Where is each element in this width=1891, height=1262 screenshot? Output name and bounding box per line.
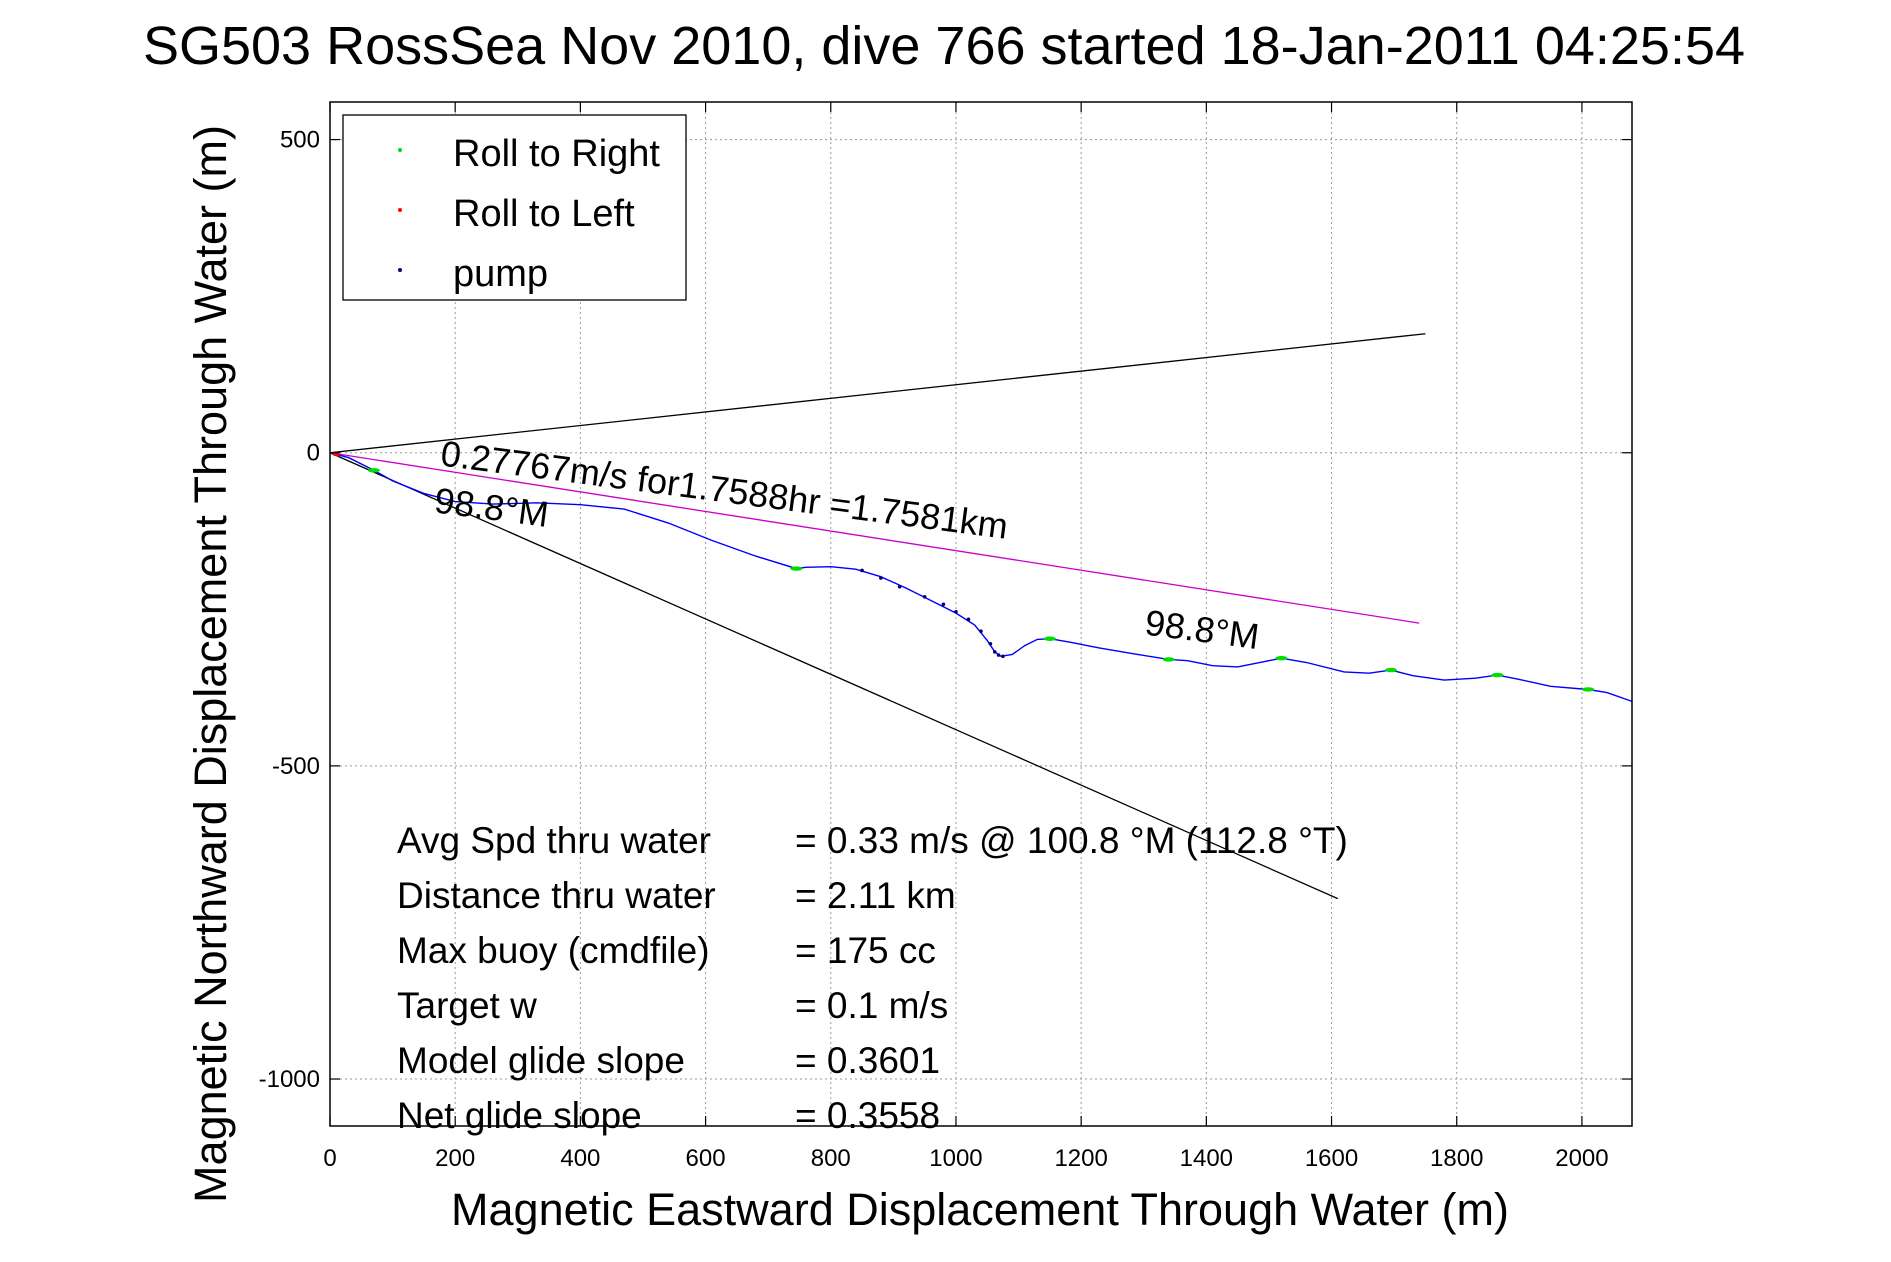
x-tick-label: 400 [560, 1145, 600, 1172]
pump-point [992, 650, 997, 654]
legend-marker [398, 208, 402, 212]
roll-right-point [1491, 672, 1504, 678]
pump-point [954, 610, 958, 614]
roll-right-point [1043, 636, 1056, 641]
heading-lower-line [329, 452, 1339, 900]
pump-point [897, 584, 902, 589]
stat-value: = 0.3558 [795, 1095, 940, 1136]
x-axis-label: Magnetic Eastward Displacement Through W… [451, 1184, 1509, 1235]
x-tick-label: 1000 [929, 1145, 982, 1172]
x-tick-label: 1600 [1305, 1145, 1358, 1172]
plot-frame [329, 101, 1633, 1127]
y-tick-label: -1000 [259, 1066, 320, 1093]
roll-left-point [335, 452, 340, 457]
stat-value: = 0.3601 [795, 1040, 940, 1081]
dive-statistics: Avg Spd thru water = 0.33 m/s @ 100.8 °M … [397, 820, 1348, 1136]
pump-point [941, 602, 946, 607]
stat-value: = 0.33 m/s @ 100.8 °M (112.8 °T) [795, 820, 1348, 861]
pump-point [1001, 654, 1005, 659]
reference-lines [329, 333, 1426, 900]
legend-label: pump [453, 253, 548, 295]
roll-right-point [1162, 657, 1175, 662]
y-axis-label: Magnetic Northward Displacement Through … [185, 125, 236, 1203]
roll-right-point [1582, 687, 1595, 692]
x-tick-label: 0 [323, 1145, 336, 1172]
x-tick-label: 2000 [1555, 1145, 1608, 1172]
plot-annotations: 0.27767m/s for1.7588hr =1.7581km98.8°M98… [432, 433, 1261, 658]
legend-marker [398, 268, 402, 272]
y-tick-label: 500 [280, 127, 320, 154]
pump-point [966, 617, 971, 622]
dive-track [329, 452, 1633, 703]
stat-label: Target w [397, 985, 537, 1026]
stat-value: = 2.11 km [795, 875, 956, 916]
net-displacement-line [329, 452, 1420, 624]
stat-value: = 175 cc [795, 930, 936, 971]
grid-lines [329, 102, 1632, 1126]
stat-label: Net glide slope [397, 1095, 642, 1136]
roll-right-point [367, 468, 380, 473]
stat-label: Distance thru water [397, 875, 716, 916]
y-tick-label: -500 [272, 753, 320, 780]
stat-label: Max buoy (cmdfile) [397, 930, 710, 971]
x-tick-label: 1200 [1054, 1145, 1107, 1172]
stat-label: Model glide slope [397, 1040, 685, 1081]
annotation-label: 98.8°M [1143, 602, 1262, 657]
roll-right-point [790, 566, 803, 571]
roll-and-pump-markers [333, 451, 1595, 692]
axis-ticks: 0 200 400 600 800 1000 1200 1400 1600 1800 2000 -10… [259, 102, 1632, 1172]
x-tick-label: 600 [686, 1145, 726, 1172]
legend-marker [398, 148, 402, 152]
pump-point [996, 653, 1001, 657]
pump-point [922, 594, 927, 599]
chart-title: SG503 RossSea Nov 2010, dive 766 started… [143, 16, 1745, 76]
annotation-label: 98.8°M [432, 480, 551, 535]
stat-value: = 0.1 m/s [795, 985, 948, 1026]
pump-point [979, 629, 983, 634]
pump-point [879, 576, 883, 580]
roll-right-point [1385, 667, 1398, 673]
pump-point [860, 568, 864, 573]
x-tick-label: 1800 [1430, 1145, 1483, 1172]
heading-upper-line [329, 333, 1426, 454]
stat-label: Avg Spd thru water [397, 820, 711, 861]
legend: Roll to Right Roll to Left pump [342, 114, 687, 301]
roll-right-point [1275, 655, 1288, 661]
x-tick-label: 800 [811, 1145, 851, 1172]
legend-label: Roll to Left [453, 193, 635, 235]
pump-point [988, 641, 993, 646]
y-tick-label: 0 [307, 440, 320, 467]
x-tick-label: 1400 [1180, 1145, 1233, 1172]
legend-label: Roll to Right [453, 133, 660, 175]
x-tick-label: 200 [435, 1145, 475, 1172]
track-line [329, 452, 1633, 703]
